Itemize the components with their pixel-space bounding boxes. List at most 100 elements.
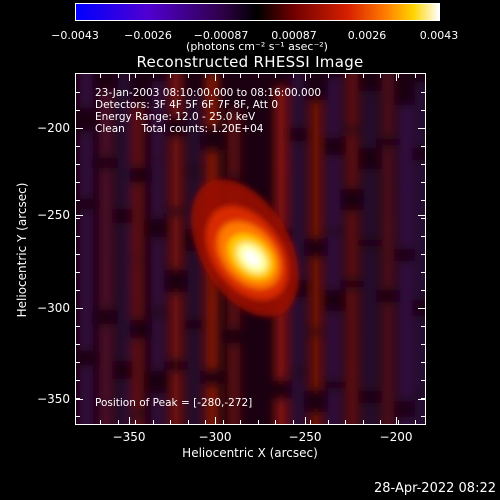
x-minor-tick (223, 420, 224, 424)
y-minor-tick (76, 290, 80, 291)
flare-source (190, 179, 300, 317)
y-minor-tick (76, 218, 80, 219)
x-minor-tick (188, 420, 189, 424)
x-minor-tick (363, 420, 364, 424)
x-minor-tick (258, 74, 259, 78)
y-minor-tick (421, 380, 425, 381)
y-minor-tick (421, 290, 425, 291)
x-minor-tick (240, 420, 241, 424)
x-minor-tick (415, 420, 416, 424)
y-minor-tick (76, 128, 80, 129)
y-minor-tick (76, 182, 80, 183)
x-minor-tick (380, 74, 381, 78)
y-minor-tick (421, 308, 425, 309)
colorbar-tick-label: −0.0026 (124, 29, 172, 42)
x-minor-tick (415, 74, 416, 78)
y-tick-mark (76, 215, 83, 216)
x-minor-tick (363, 74, 364, 78)
x-minor-tick (275, 74, 276, 78)
x-tick-label: −200 (379, 430, 413, 444)
x-minor-tick (223, 74, 224, 78)
x-tick-mark (129, 417, 130, 424)
y-minor-tick (76, 362, 80, 363)
y-tick-mark (76, 399, 83, 400)
colorbar-tick-label: 0.00087 (271, 29, 317, 42)
x-minor-tick (135, 74, 136, 78)
x-minor-tick (205, 420, 206, 424)
plot-frame (75, 73, 426, 425)
x-minor-tick (100, 420, 101, 424)
x-minor-tick (345, 420, 346, 424)
y-tick-label: −300 (37, 301, 70, 315)
x-minor-tick (118, 420, 119, 424)
y-minor-tick (421, 218, 425, 219)
y-minor-tick (421, 236, 425, 237)
y-minor-tick (76, 92, 80, 93)
y-minor-tick (421, 110, 425, 111)
y-minor-tick (421, 416, 425, 417)
y-minor-tick (421, 164, 425, 165)
y-minor-tick (421, 200, 425, 201)
x-tick-mark (305, 417, 306, 424)
y-minor-tick (421, 326, 425, 327)
y-minor-tick (76, 380, 80, 381)
image-title: Reconstructed RHESSI Image (136, 53, 364, 71)
colorbar-unit-label: (photons cm⁻² s⁻¹ asec⁻²) (186, 40, 328, 53)
x-tick-mark (215, 417, 216, 424)
x-minor-tick (170, 74, 171, 78)
colorbar-tick-label: −0.0043 (51, 29, 99, 42)
y-minor-tick (421, 128, 425, 129)
plot-datestamp: 28-Apr-2022 08:22 (374, 481, 496, 496)
x-minor-tick (310, 420, 311, 424)
y-minor-tick (76, 146, 80, 147)
x-minor-tick (100, 74, 101, 78)
x-tick-mark (396, 417, 397, 424)
x-minor-tick (170, 420, 171, 424)
colorbar (75, 3, 440, 21)
y-axis-label: Heliocentric Y (arcsec) (15, 182, 29, 318)
peak-position: Position of Peak = [-280,-272] (95, 397, 253, 409)
x-tick-mark (396, 74, 397, 81)
x-minor-tick (275, 420, 276, 424)
energy-range: Energy Range: 12.0 - 25.0 keV (95, 111, 256, 123)
colorbar-gradient (76, 4, 439, 20)
x-minor-tick (398, 74, 399, 78)
y-minor-tick (76, 398, 80, 399)
x-tick-label: −300 (198, 430, 232, 444)
x-tick-mark (305, 74, 306, 81)
x-minor-tick (380, 420, 381, 424)
x-minor-tick (205, 74, 206, 78)
y-minor-tick (76, 272, 80, 273)
y-minor-tick (76, 326, 80, 327)
x-minor-tick (328, 420, 329, 424)
x-tick-mark (215, 74, 216, 81)
colorbar-tick-label: 0.0043 (419, 29, 459, 42)
y-tick-label: −200 (37, 121, 70, 135)
y-minor-tick (76, 164, 80, 165)
y-minor-tick (76, 308, 80, 309)
x-minor-tick (188, 74, 189, 78)
x-tick-mark (129, 74, 130, 81)
x-minor-tick (118, 74, 119, 78)
y-minor-tick (421, 398, 425, 399)
x-axis-label: Heliocentric X (arcsec) (182, 446, 318, 460)
x-minor-tick (135, 420, 136, 424)
y-tick-mark (418, 399, 425, 400)
x-minor-tick (153, 420, 154, 424)
y-minor-tick (421, 344, 425, 345)
x-tick-label: −250 (288, 430, 322, 444)
y-minor-tick (76, 236, 80, 237)
y-minor-tick (76, 416, 80, 417)
x-minor-tick (398, 420, 399, 424)
x-minor-tick (258, 420, 259, 424)
x-minor-tick (153, 74, 154, 78)
y-minor-tick (76, 110, 80, 111)
detectors-info: Detectors: 3F 4F 5F 6F 7F 8F, Att 0 (95, 99, 279, 111)
x-minor-tick (328, 74, 329, 78)
y-minor-tick (421, 92, 425, 93)
x-minor-tick (293, 74, 294, 78)
y-minor-tick (76, 254, 80, 255)
x-tick-label: −350 (112, 430, 146, 444)
colorbar-tick-label: 0.0026 (347, 29, 387, 42)
observation-time: 23-Jan-2003 08:10:00.000 to 08:16:00.000 (95, 87, 322, 99)
